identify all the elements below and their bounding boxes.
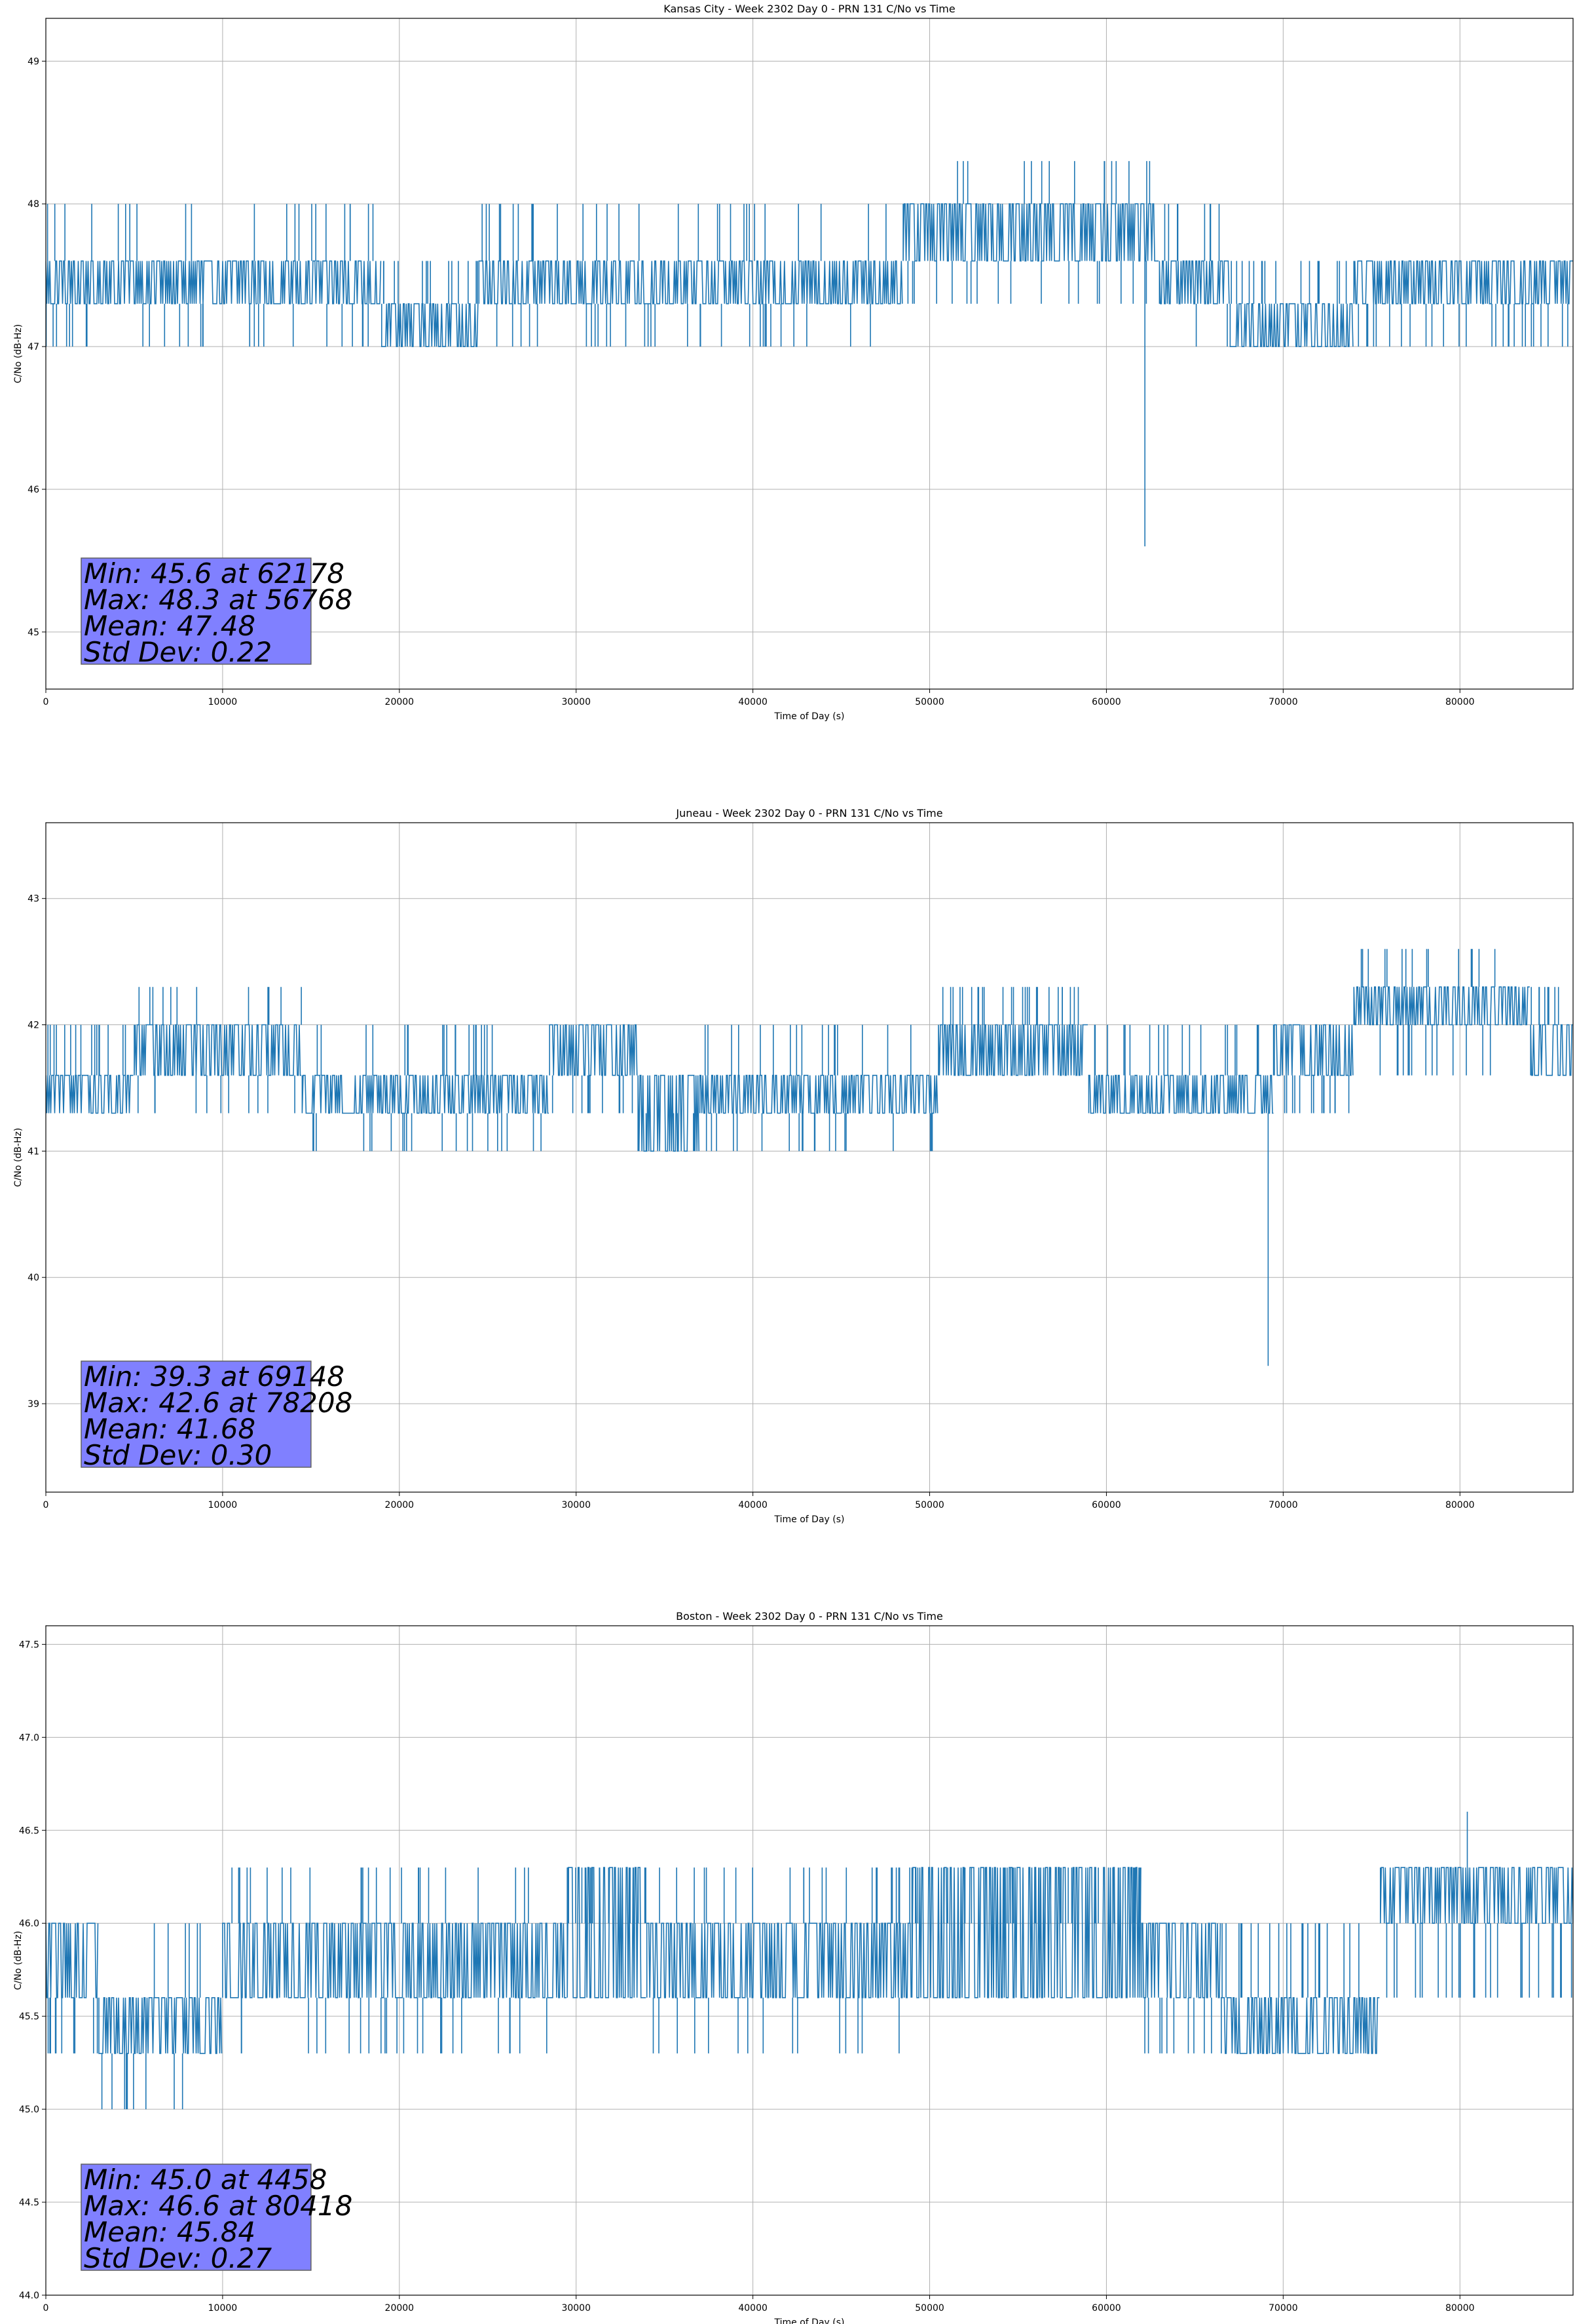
y-tick-label: 46 <box>28 485 39 495</box>
x-tick-label: 70000 <box>1269 1500 1298 1510</box>
x-axis-label: Time of Day (s) <box>774 1514 845 1525</box>
y-tick-label: 47.5 <box>19 1640 39 1650</box>
cno-series-line <box>46 948 1573 1366</box>
x-tick-label: 0 <box>43 1500 49 1510</box>
x-tick-label: 20000 <box>385 697 415 707</box>
y-tick-label: 41 <box>28 1146 39 1157</box>
y-axis-label: C/No (dB-Hz) <box>13 324 24 383</box>
x-tick-label: 60000 <box>1092 697 1121 707</box>
x-tick-label: 80000 <box>1445 697 1475 707</box>
x-tick-label: 0 <box>43 697 49 707</box>
stats-line: Min: 45.6 at 62178 <box>84 557 344 590</box>
x-tick-label: 10000 <box>208 697 238 707</box>
y-tick-label: 48 <box>28 199 39 210</box>
y-tick-label: 45.0 <box>19 2105 39 2115</box>
y-tick-label: 49 <box>28 56 39 67</box>
y-tick-label: 44.5 <box>19 2198 39 2208</box>
stats-line: Min: 45.0 at 4458 <box>84 2164 327 2196</box>
y-tick-label: 47 <box>28 342 39 352</box>
y-tick-label: 45.5 <box>19 2012 39 2022</box>
stats-line: Mean: 47.48 <box>84 610 255 642</box>
chart-title: Juneau - Week 2302 Day 0 - PRN 131 C/No … <box>675 807 942 819</box>
y-tick-label: 43 <box>28 894 39 905</box>
subplot-3: 0 10000 20000 30000 40000 50000 60000 70000 8000… <box>13 1610 1574 2324</box>
axes-frame <box>45 822 1574 1493</box>
x-tick-label: 50000 <box>915 2303 944 2314</box>
x-tick-label: 60000 <box>1092 2303 1121 2314</box>
y-tick-label: 46.5 <box>19 1826 39 1836</box>
y-axis-label: C/No (dB-Hz) <box>13 1931 24 1990</box>
x-tick-label: 20000 <box>385 1500 415 1510</box>
y-tick-label: 44.0 <box>19 2291 39 2301</box>
stats-line: Std Dev: 0.30 <box>84 1439 272 1471</box>
cno-series-line <box>46 160 1573 547</box>
stats-line: Max: 46.6 at 80418 <box>84 2190 352 2222</box>
x-tick-label: 70000 <box>1269 697 1298 707</box>
y-tick-label: 39 <box>28 1399 39 1410</box>
x-tick-label: 50000 <box>915 697 944 707</box>
stats-line: Std Dev: 0.27 <box>84 2242 272 2274</box>
subplot-1: 0 10000 20000 30000 40000 50000 60000 70000 8000… <box>13 3 1574 722</box>
x-tick-label: 50000 <box>915 1500 944 1510</box>
x-tick-label: 40000 <box>738 697 768 707</box>
axes-frame <box>45 18 1574 690</box>
x-tick-label: 80000 <box>1445 2303 1475 2314</box>
x-axis-label: Time of Day (s) <box>774 711 845 722</box>
x-tick-label: 10000 <box>208 2303 238 2314</box>
x-tick-label: 0 <box>43 2303 49 2314</box>
chart-title: Kansas City - Week 2302 Day 0 - PRN 131 … <box>663 3 955 15</box>
stats-box <box>81 557 312 665</box>
y-tick-label: 45 <box>28 628 39 638</box>
stats-box <box>81 1360 312 1468</box>
y-tick-label: 47.0 <box>19 1733 39 1743</box>
axes-frame <box>45 1625 1574 2296</box>
x-tick-label: 10000 <box>208 1500 238 1510</box>
x-tick-label: 30000 <box>561 2303 591 2314</box>
stats-box <box>81 2164 312 2271</box>
x-axis-label: Time of Day (s) <box>774 2317 845 2324</box>
x-tick-label: 40000 <box>738 2303 768 2314</box>
x-tick-label: 30000 <box>561 1500 591 1510</box>
x-tick-label: 30000 <box>561 697 591 707</box>
stats-line: Std Dev: 0.22 <box>84 636 272 668</box>
stats-line: Min: 39.3 at 69148 <box>84 1360 344 1393</box>
stats-line: Max: 48.3 at 56768 <box>84 584 352 616</box>
stats-line: Mean: 45.84 <box>84 2216 255 2248</box>
stats-line: Mean: 41.68 <box>84 1413 255 1445</box>
x-tick-label: 40000 <box>738 1500 768 1510</box>
x-tick-label: 20000 <box>385 2303 415 2314</box>
chart-title: Boston - Week 2302 Day 0 - PRN 131 C/No … <box>676 1610 943 1622</box>
y-axis-label: C/No (dB-Hz) <box>13 1128 24 1187</box>
subplot-2: 0 10000 20000 30000 40000 50000 60000 70000 8000… <box>13 807 1574 1525</box>
x-tick-label: 80000 <box>1445 1500 1475 1510</box>
y-tick-label: 40 <box>28 1273 39 1283</box>
cno-series-line <box>46 1811 1573 2110</box>
y-tick-label: 46.0 <box>19 1919 39 1929</box>
x-tick-label: 70000 <box>1269 2303 1298 2314</box>
y-tick-label: 42 <box>28 1021 39 1031</box>
stats-line: Max: 42.6 at 78208 <box>84 1387 352 1419</box>
x-tick-label: 60000 <box>1092 1500 1121 1510</box>
